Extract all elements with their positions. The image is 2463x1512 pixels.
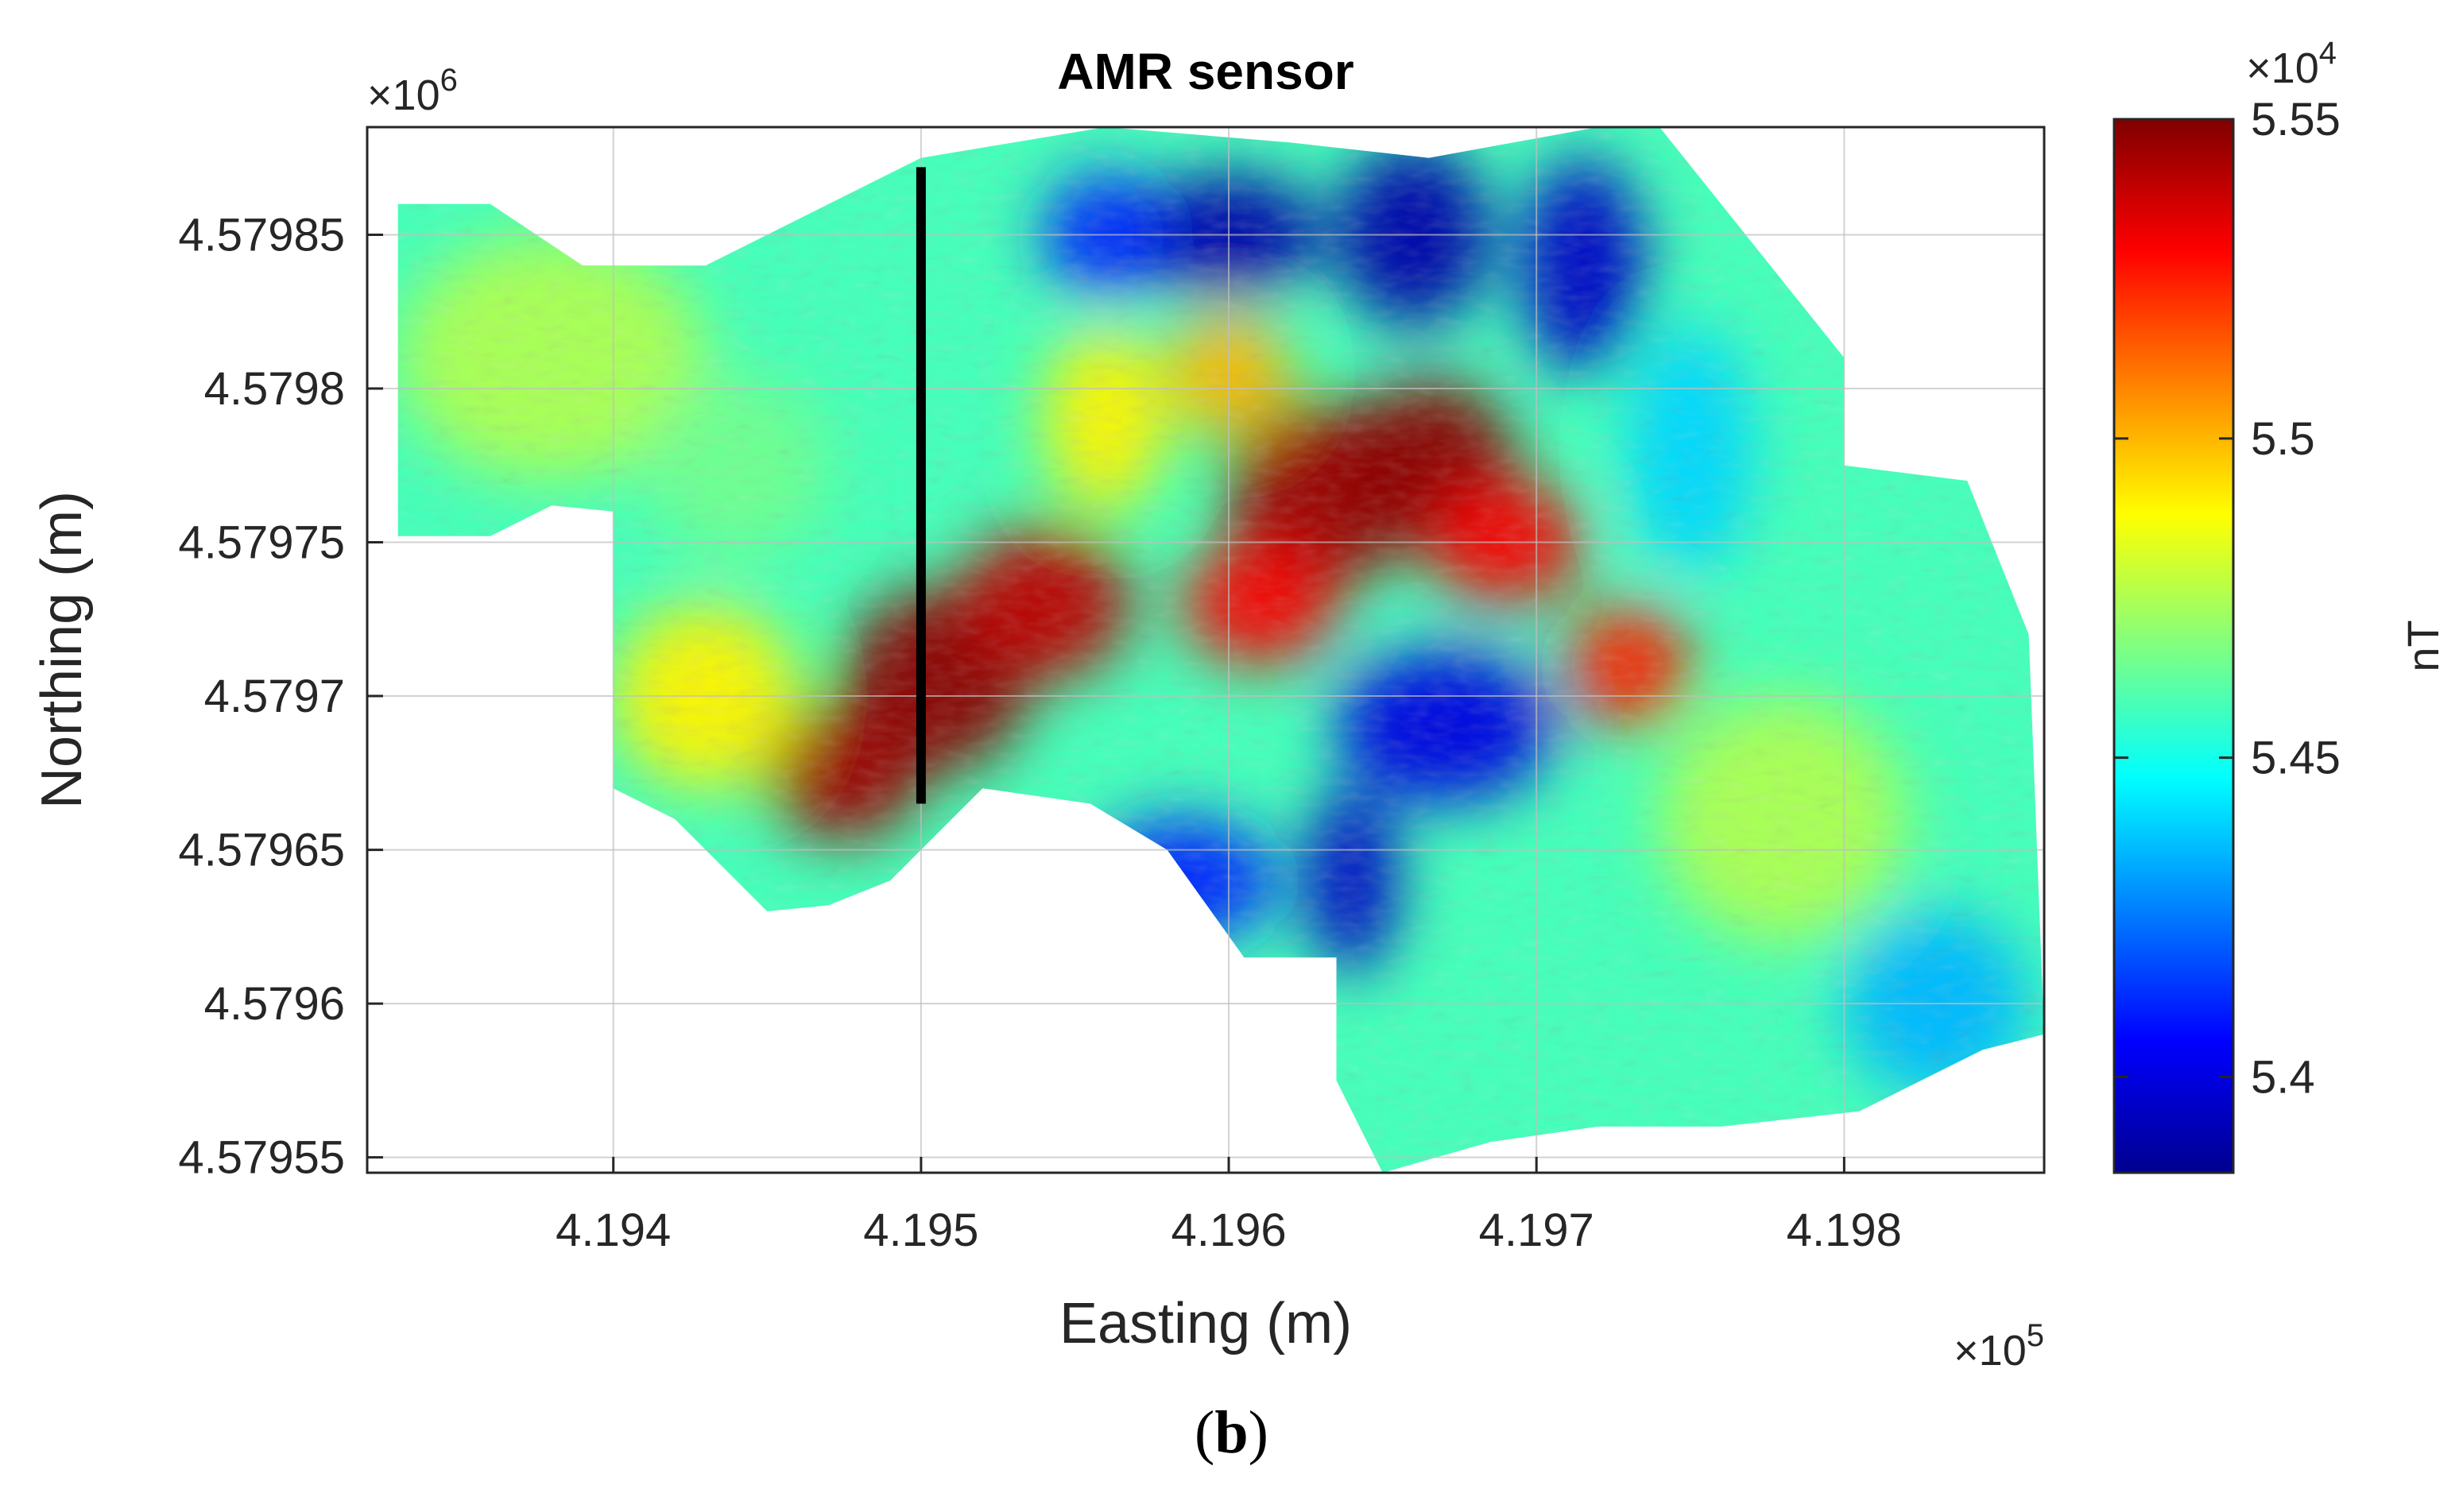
x-axis-exponent: ×105 bbox=[1954, 1318, 2044, 1375]
plot-frame bbox=[366, 126, 2046, 1174]
x-tick-label-0: 4.194 bbox=[556, 1205, 671, 1256]
x-axis-label: Easting (m) bbox=[1059, 1292, 1352, 1355]
x-tick-label-4: 4.198 bbox=[1787, 1205, 1902, 1256]
colorbar bbox=[2113, 118, 2235, 1174]
colorbar-tick-label-0: 5.4 bbox=[2251, 1051, 2315, 1103]
grid-lines bbox=[367, 127, 2044, 1173]
y-tick-label-1: 4.5796 bbox=[204, 978, 345, 1030]
colorbar-ticks: 5.4 5.45 5.5 5.55 bbox=[2114, 94, 2341, 1103]
y-tick-label-2: 4.57965 bbox=[178, 825, 345, 876]
y-axis-ticks: 4.57955 4.5796 4.57965 4.5797 4.57975 4.5798 4… bbox=[178, 209, 383, 1184]
panel-label: (b) bbox=[1195, 1399, 1268, 1466]
y-tick-label-5: 4.5798 bbox=[204, 363, 345, 415]
colorbar-tick-label-1: 5.45 bbox=[2251, 733, 2341, 784]
y-tick-label-3: 4.5797 bbox=[204, 671, 345, 722]
colorbar-exponent: ×104 bbox=[2246, 36, 2337, 92]
colorbar-label: nT bbox=[2398, 620, 2448, 671]
y-axis-exponent: ×106 bbox=[367, 63, 458, 119]
x-axis-ticks: 4.194 4.195 4.196 4.197 4.198 bbox=[556, 1157, 1902, 1256]
chart-title: AMR sensor bbox=[1057, 43, 1353, 100]
colorbar-tick-label-2: 5.5 bbox=[2251, 413, 2315, 465]
y-tick-label-0: 4.57955 bbox=[178, 1132, 345, 1184]
x-tick-label-3: 4.197 bbox=[1479, 1205, 1594, 1256]
x-tick-label-2: 4.196 bbox=[1171, 1205, 1286, 1256]
colorbar-tick-label-3: 5.55 bbox=[2251, 94, 2341, 145]
x-tick-label-1: 4.195 bbox=[863, 1205, 978, 1256]
y-tick-label-6: 4.57985 bbox=[178, 209, 345, 261]
y-tick-label-4: 4.57975 bbox=[178, 517, 345, 569]
y-axis-label: Northing (m) bbox=[30, 491, 94, 809]
